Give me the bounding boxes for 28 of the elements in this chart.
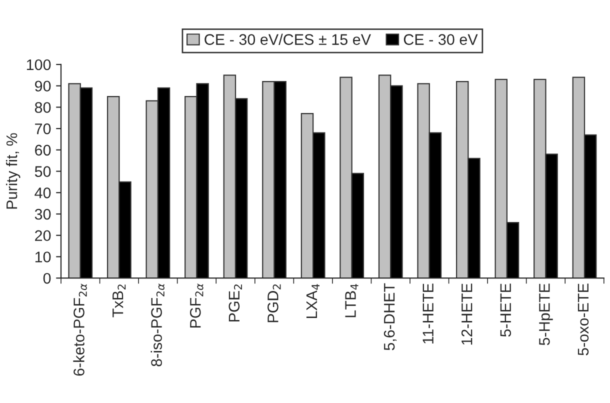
- legend-label: CE - 30 eV: [404, 34, 478, 45]
- x-tick-label: 5-HETE: [500, 284, 512, 337]
- x-tick-label: PGD$_{2}$: [268, 284, 281, 322]
- x-tick-label: 12-HETE: [461, 284, 472, 345]
- y-tick-label: 20: [35, 230, 51, 242]
- x-tick-label: LXA$_{4}$: [306, 284, 320, 318]
- y-tick-label: 80: [34, 102, 51, 113]
- y-tick-label: 10: [35, 252, 51, 262]
- x-tick-label: 5-oxo-ETE: [578, 284, 589, 356]
- y-tick-label: 70: [35, 123, 51, 134]
- y-tick-label: 0: [43, 272, 51, 284]
- y-tick-label: 60: [35, 144, 51, 156]
- x-tick-label: 11-HETE: [422, 284, 434, 344]
- x-tick-label: 6-keto-PGF$_{2α}$: [73, 284, 87, 376]
- x-tick-label: 8-iso-PGF$_{2α}$: [150, 284, 164, 366]
- y-tick-label: 50: [34, 166, 51, 177]
- x-tick-label: 5,6-DHET: [384, 283, 397, 350]
- x-tick-label: 5-HpETE: [539, 284, 553, 346]
- legend-label: CE - 30 eV/CES ± 15 eV: [204, 34, 371, 45]
- x-tick-label: TxB$_{2}$: [112, 284, 126, 318]
- x-tick-label: PGE$_{2}$: [228, 284, 242, 322]
- y-tick-label: 40: [34, 188, 51, 198]
- y-tick-label: 100: [26, 59, 51, 70]
- y-tick-label: 30: [34, 208, 51, 220]
- x-tick-label: LTB$_{4}$: [345, 284, 358, 318]
- y-axis-title: Purity fit, %: [6, 133, 20, 209]
- y-tick-label: 90: [35, 80, 51, 92]
- x-tick-label: PGF$_{2α}$: [190, 284, 204, 328]
